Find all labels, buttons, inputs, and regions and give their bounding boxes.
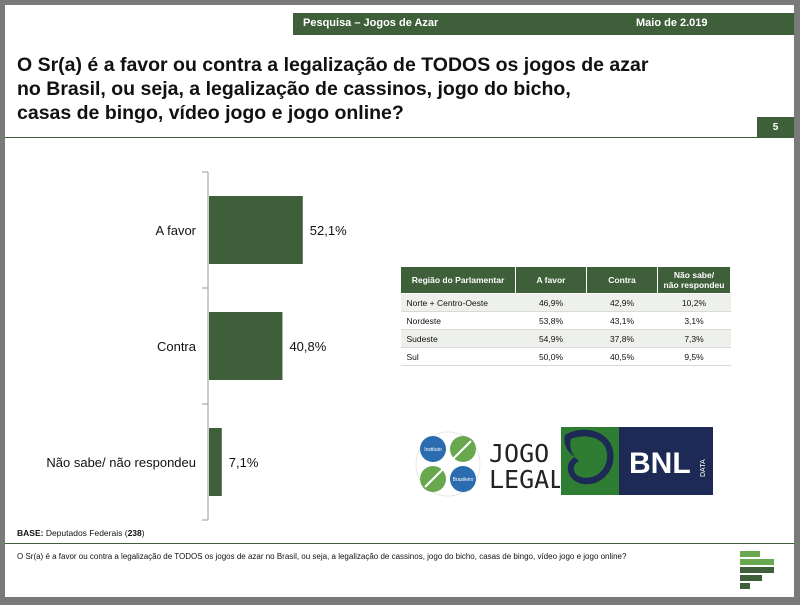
bnl-text: BNL <box>629 447 691 480</box>
jogo-text: JOGO <box>489 439 549 468</box>
title-line: O Sr(a) é a favor ou contra a legalizaçã… <box>17 54 649 76</box>
data-label: 7,1% <box>229 455 259 470</box>
cell-region: Norte + Centro-Oeste <box>400 293 516 312</box>
bar <box>209 312 283 380</box>
cell-region: Sudeste <box>400 329 516 348</box>
jogo-legal-logo: Instituto Brasileiro JOGO LEGAL <box>415 431 560 497</box>
cell-contra: 42,9% <box>586 293 658 312</box>
cell-contra: 43,1% <box>586 311 658 330</box>
badge-bottom-text: Brasileiro <box>453 477 474 483</box>
brand-logo-mark <box>740 551 774 589</box>
cell-nao-sabe: 10,2% <box>657 293 731 312</box>
region-table: Região do Parlamentar A favor Contra Não… <box>400 266 731 366</box>
bar-chart: A favor 52,1% Contra 40,8% Não sabe/ não res… <box>46 171 347 521</box>
title-divider <box>5 137 757 138</box>
survey-date: Maio de 2.019 <box>636 17 708 29</box>
slide: Pesquisa – Jogos de Azar Maio de 2.019 O… <box>5 5 794 597</box>
cell-contra: 37,8% <box>586 329 658 348</box>
cell-favor: 50,0% <box>515 347 587 366</box>
cell-nao-sabe: 3,1% <box>657 311 731 330</box>
cell-region: Sul <box>400 347 516 366</box>
footer-divider <box>5 543 794 544</box>
cell-contra: 40,5% <box>586 347 658 366</box>
table-row: Norte + Centro-Oeste 46,9% 42,9% 10,2% <box>400 293 731 312</box>
legal-text: LEGAL <box>489 465 560 494</box>
base-note: BASE: Deputados Federais (238) <box>17 528 145 538</box>
col-header-favor: A favor <box>515 266 587 294</box>
title-line: no Brasil, ou seja, a legalização de cas… <box>17 78 571 100</box>
col-header-region: Região do Parlamentar <box>400 266 516 294</box>
title-line: casas de bingo, vídeo jogo e jogo online… <box>17 102 404 124</box>
bnl-sub-text: DATA <box>700 459 707 477</box>
footer-question: O Sr(a) é a favor ou contra a legalizaçã… <box>17 552 627 561</box>
cell-region: Nordeste <box>400 311 516 330</box>
page-number: 5 <box>757 117 794 138</box>
data-label: 40,8% <box>289 339 326 354</box>
data-label: 52,1% <box>310 223 347 238</box>
col-header-nao-sabe: Não sabe/não respondeu <box>657 266 731 294</box>
table-row: Sudeste 54,9% 37,8% 7,3% <box>400 329 731 348</box>
header-bar: Pesquisa – Jogos de Azar Maio de 2.019 <box>293 13 794 35</box>
survey-title: Pesquisa – Jogos de Azar <box>303 17 439 29</box>
cell-nao-sabe: 9,5% <box>657 347 731 366</box>
category-label: Contra <box>157 339 197 354</box>
category-label: A favor <box>156 223 197 238</box>
table-row: Nordeste 53,8% 43,1% 3,1% <box>400 311 731 330</box>
cell-favor: 53,8% <box>515 311 587 330</box>
category-label: Não sabe/ não respondeu <box>46 455 196 470</box>
question-title: O Sr(a) é a favor ou contra a legalizaçã… <box>17 53 717 125</box>
cell-favor: 46,9% <box>515 293 587 312</box>
table-row: Sul 50,0% 40,5% 9,5% <box>400 347 731 366</box>
bar <box>209 196 303 264</box>
cell-favor: 54,9% <box>515 329 587 348</box>
col-header-contra: Contra <box>586 266 658 294</box>
bar <box>209 428 222 496</box>
cell-nao-sabe: 7,3% <box>657 329 731 348</box>
badge-top-text: Instituto <box>424 447 442 453</box>
bnl-data-logo: BNL DATA <box>561 427 713 495</box>
